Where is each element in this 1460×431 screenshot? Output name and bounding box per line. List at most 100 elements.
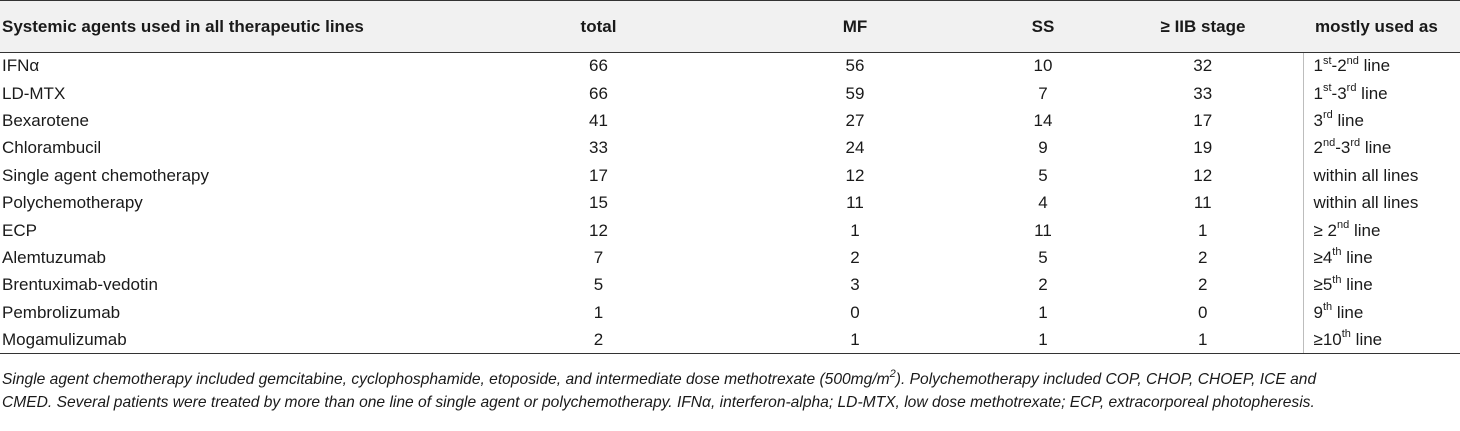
cell-mf: 1 — [850, 220, 860, 240]
header-stage: ≥ IIB stage — [1103, 0, 1303, 53]
cell-agent: Mogamulizumab — [0, 326, 470, 355]
cell-stage: 2 — [1198, 247, 1208, 267]
ordinal-suffix: nd — [1346, 54, 1359, 67]
usage-text: line — [1341, 247, 1373, 267]
cell-mf: 24 — [845, 138, 865, 158]
cell-agent: IFNα — [2, 56, 40, 76]
usage-text: ≥5 — [1313, 275, 1333, 295]
cell-agent: Chlorambucil — [2, 138, 102, 158]
usage-text: ≥4 — [1313, 247, 1333, 267]
cell-ss: 4 — [1038, 193, 1048, 213]
cell-ss: 5 — [1038, 165, 1048, 185]
usage-text: 9 — [1313, 302, 1323, 322]
cell-mostly-used-as: 3rd line — [1302, 107, 1460, 135]
table-row: Chlorambucil 33 24 9 19 2nd-3rd line — [0, 134, 1460, 163]
cell-stage: 17 — [1193, 110, 1213, 130]
footnote-line-1-tail: ). Polychemotherapy included COP, CHOP, … — [895, 371, 1317, 388]
cell-stage: 32 — [1193, 56, 1213, 76]
header-ss: SS — [983, 0, 1103, 53]
ordinal-suffix: th — [1332, 273, 1342, 286]
cell-mostly-used-as: ≥ 2nd line — [1302, 216, 1460, 245]
cell-mf: 11 — [846, 193, 864, 213]
ordinal-suffix: th — [1341, 328, 1351, 341]
table-row: Mogamulizumab 2 1 1 1 ≥10th line — [0, 326, 1460, 355]
cell-agent: Single agent chemotherapy — [2, 165, 209, 185]
cell-mostly-used-as: 2nd-3rd line — [1302, 134, 1460, 163]
cell-total: 66 — [589, 83, 608, 103]
cell-total: 33 — [589, 138, 608, 158]
table-footnote: Single agent chemotherapy included gemci… — [2, 368, 1458, 414]
ordinal-suffix: th — [1322, 301, 1333, 314]
cell-agent: Alemtuzumab — [2, 247, 106, 267]
header-mostly-used-as: mostly used as — [1303, 0, 1460, 53]
cell-ss: 2 — [1038, 275, 1048, 295]
cell-mf: 59 — [845, 83, 865, 103]
usage-text: within all lines — [1313, 193, 1419, 213]
usage-text: 1 — [1313, 56, 1323, 76]
usage-text: 3 — [1313, 110, 1323, 130]
cell-ss: 5 — [1038, 247, 1048, 267]
cell-stage: 19 — [1193, 138, 1213, 158]
usage-text: ≥10 — [1313, 329, 1342, 349]
cell-agent: Bexarotene — [2, 110, 89, 130]
cell-stage: 33 — [1193, 83, 1213, 103]
table-row: Brentuximab-vedotin 5 3 2 2 ≥5th line — [0, 271, 1460, 300]
cell-ss: 10 — [1033, 56, 1053, 76]
footnote-superscript: 2 — [889, 367, 896, 380]
usage-text: line — [1360, 138, 1392, 158]
cell-mostly-used-as: ≥4th line — [1302, 244, 1460, 272]
usage-text: within all lines — [1313, 165, 1419, 185]
usage-text: line — [1356, 83, 1388, 103]
footnote-line-1: Single agent chemotherapy included gemci… — [2, 368, 1458, 391]
cell-ss: 7 — [1038, 83, 1048, 103]
cell-mostly-used-as: 9th line — [1302, 299, 1460, 327]
cell-mostly-used-as: 1st-3rd line — [1302, 79, 1460, 108]
ordinal-suffix: th — [1332, 246, 1342, 259]
table-row: Alemtuzumab 7 2 5 2 ≥4th line — [0, 244, 1460, 272]
usage-text: line — [1349, 220, 1381, 240]
header-agent: Systemic agents used in all therapeutic … — [0, 0, 470, 53]
usage-text: line — [1332, 302, 1364, 322]
usage-text: -3 — [1335, 138, 1351, 158]
cell-mf: 12 — [845, 165, 865, 185]
ordinal-suffix: rd — [1346, 81, 1357, 94]
ordinal-suffix: st — [1322, 54, 1332, 67]
cell-mf: 2 — [850, 247, 860, 267]
table-row: Pembrolizumab 1 0 1 0 9th line — [0, 299, 1460, 327]
cell-total: 12 — [589, 220, 608, 240]
cell-stage: 1 — [1103, 326, 1303, 355]
cell-ss: 14 — [1033, 110, 1053, 130]
cell-mostly-used-as: ≥10th line — [1302, 326, 1460, 355]
ordinal-suffix: rd — [1350, 136, 1361, 149]
cell-total: 17 — [589, 165, 608, 185]
usage-text: line — [1350, 329, 1383, 349]
cell-agent: Polychemotherapy — [2, 193, 143, 213]
cell-agent: Brentuximab-vedotin — [2, 275, 158, 295]
cell-stage: 1 — [1198, 220, 1208, 240]
table-row: Single agent chemotherapy 17 12 5 12 within a… — [0, 162, 1460, 190]
usage-text: -2 — [1331, 56, 1347, 76]
cell-ss: 9 — [1038, 138, 1048, 158]
cell-stage: 2 — [1198, 275, 1208, 295]
cell-ss: 1 — [983, 326, 1103, 355]
table-body: IFNα 66 56 10 32 1st-2nd line LD-MTX 66 59 7 33 1st… — [0, 52, 1460, 355]
cell-total: 2 — [470, 326, 727, 355]
table-row: Bexarotene 41 27 14 17 3rd line — [0, 107, 1460, 135]
usage-text: -3 — [1331, 83, 1347, 103]
cell-stage: 11 — [1193, 193, 1212, 213]
usage-text: line — [1341, 275, 1373, 295]
cell-total: 5 — [593, 275, 604, 295]
cell-mf: 1 — [727, 326, 983, 355]
footnote-line-1-text: Single agent chemotherapy included gemci… — [2, 371, 890, 388]
cell-agent: LD-MTX — [2, 83, 66, 103]
ordinal-suffix: rd — [1322, 109, 1333, 122]
cell-mf: 0 — [850, 302, 860, 322]
table-row: LD-MTX 66 59 7 33 1st-3rd line — [0, 79, 1460, 108]
ordinal-suffix: nd — [1322, 136, 1336, 149]
ordinal-suffix: st — [1322, 81, 1332, 94]
cell-stage: 12 — [1193, 165, 1213, 185]
header-total: total — [470, 0, 727, 53]
cell-mf: 56 — [845, 56, 865, 76]
cell-mostly-used-as: ≥5th line — [1302, 271, 1460, 300]
